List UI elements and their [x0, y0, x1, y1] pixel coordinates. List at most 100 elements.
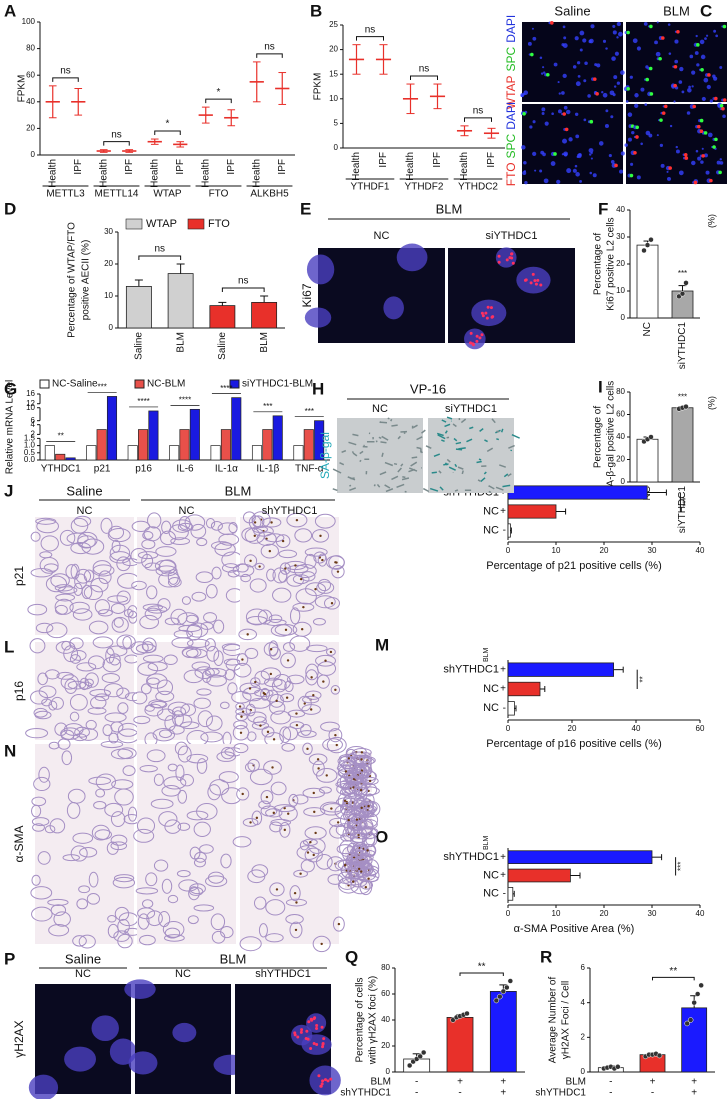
alveolus	[100, 517, 113, 534]
panel-letter: R	[540, 947, 552, 966]
y-axis-label: with γH2AX foci (%)	[368, 976, 379, 1065]
signal	[562, 112, 567, 116]
nucleus	[669, 124, 673, 128]
cell	[351, 451, 354, 454]
y-tick-label: 10	[329, 94, 338, 103]
nucleus	[695, 34, 698, 38]
alveolus	[116, 590, 131, 605]
alveolus	[114, 906, 130, 921]
image-background	[137, 642, 236, 740]
alveolus	[196, 688, 212, 696]
y-tick-label: 60	[26, 70, 35, 79]
x-tick-label: YTHDC1	[41, 464, 81, 475]
stain	[309, 841, 312, 844]
alveolus	[176, 870, 191, 878]
header-label: BLM	[436, 201, 463, 216]
alveolus	[347, 860, 371, 877]
y-axis-label: γH2AX Foci / Cell	[561, 981, 572, 1059]
cell	[352, 452, 358, 457]
stain	[364, 886, 368, 889]
micrograph	[124, 979, 248, 1094]
stain	[357, 867, 361, 871]
alveolus	[287, 564, 309, 574]
y-tick-label: 60	[616, 410, 625, 419]
nucleus	[566, 168, 572, 174]
y-tick-label: 10	[104, 291, 113, 300]
x-tick-label: Health	[351, 152, 362, 181]
data-point	[656, 1052, 663, 1059]
alveolus	[199, 844, 214, 854]
stain	[319, 534, 322, 538]
stain	[352, 786, 355, 789]
focus	[309, 1047, 313, 1051]
nucleus	[172, 1022, 197, 1043]
data-point	[641, 247, 647, 254]
nucleus	[588, 148, 594, 153]
alveolus	[27, 603, 48, 616]
stain	[294, 564, 297, 567]
y-tick-label: 0	[386, 1067, 391, 1076]
cell	[403, 431, 406, 435]
cell	[379, 421, 388, 424]
y-unit: (%)	[706, 214, 716, 228]
stain	[272, 811, 275, 815]
nucleus	[697, 156, 702, 161]
y-tick-label: 40	[26, 97, 35, 106]
alveolus	[302, 695, 320, 704]
focus	[469, 341, 473, 345]
nucleus	[645, 65, 649, 69]
row-label: p21	[12, 566, 26, 586]
nucleus	[611, 56, 616, 61]
alveolus	[302, 742, 313, 756]
alveolus	[288, 793, 299, 807]
nucleus	[523, 161, 527, 165]
nucleus	[609, 90, 615, 96]
stain	[347, 818, 350, 822]
stain	[329, 650, 333, 654]
micrograph	[133, 741, 243, 946]
alveolus	[265, 933, 284, 943]
row-mark: -	[503, 703, 506, 714]
row-label: α-SMA	[12, 826, 26, 863]
alveolus	[31, 906, 53, 922]
focus	[312, 1042, 316, 1046]
cell	[397, 435, 401, 440]
nucleus	[686, 111, 691, 115]
y-tick-label: 80	[381, 963, 390, 972]
cell	[496, 438, 500, 441]
cell	[349, 484, 352, 487]
alveolus	[286, 512, 308, 528]
nucleus	[605, 109, 609, 113]
alveolus	[293, 869, 308, 878]
y-tick-label: 6	[581, 963, 586, 972]
cell	[410, 461, 418, 467]
y-tick-label: 0	[621, 313, 626, 322]
bar	[681, 1007, 708, 1073]
nucleus	[656, 21, 659, 24]
nucleus	[632, 38, 638, 44]
nucleus	[612, 24, 616, 28]
alveolus	[69, 693, 88, 711]
nucleus	[640, 142, 643, 146]
micrograph	[231, 635, 343, 747]
alveolus	[174, 741, 188, 756]
x-axis-label: Percentage of p16 positive cells (%)	[486, 738, 661, 750]
x-tick-label: BLM	[175, 332, 186, 353]
stain	[285, 696, 289, 699]
x-tick-label: 40	[696, 909, 705, 918]
alveolus	[210, 521, 223, 531]
alveolus	[270, 781, 287, 796]
nucleus	[584, 61, 588, 66]
row-label: SA-β-gal	[318, 432, 332, 479]
y-axis-label: FPKM	[313, 73, 324, 101]
alveolus	[137, 907, 156, 920]
x-tick-label: IPF	[175, 159, 186, 175]
alveolus	[289, 607, 301, 625]
cell	[484, 439, 488, 443]
nucleus	[532, 120, 536, 124]
stain	[269, 672, 273, 676]
legend-swatch	[187, 218, 205, 230]
y-axis-label: Percentage of WTAP/FTO	[67, 222, 78, 338]
stain	[347, 757, 350, 760]
nucleus	[636, 175, 641, 180]
